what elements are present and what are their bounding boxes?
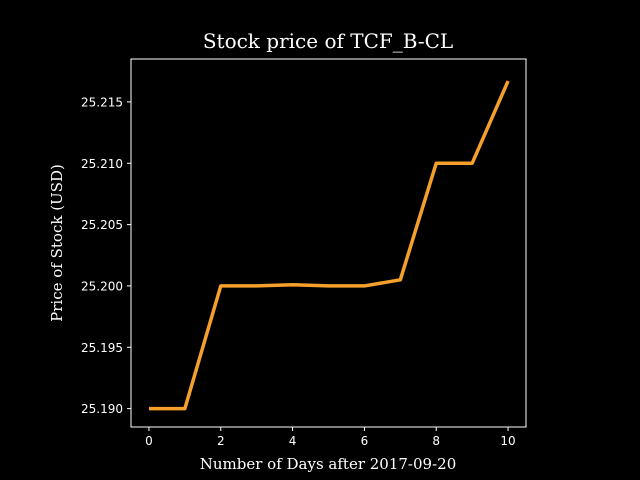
y-tick-label: 25.210 — [81, 157, 123, 171]
x-tick-label: 4 — [289, 434, 297, 448]
x-tick-label: 8 — [432, 434, 440, 448]
y-tick-label: 25.205 — [81, 218, 123, 232]
axis-ticks: 0 2 4 6 8 10 25.190 25.195 25.200 25.205 25.210 25.… — [81, 95, 516, 448]
chart-title: Stock price of TCF_B-CL — [203, 29, 453, 53]
y-tick-label: 25.190 — [81, 402, 123, 416]
x-tick-label: 6 — [361, 434, 369, 448]
x-tick-label: 2 — [217, 434, 225, 448]
axes-frame — [130, 58, 527, 428]
y-tick-label: 25.215 — [81, 95, 123, 109]
x-tick-label: 10 — [500, 434, 515, 448]
y-tick-label: 25.195 — [81, 341, 123, 355]
x-tick-label: 0 — [145, 434, 153, 448]
y-tick-label: 25.200 — [81, 279, 123, 293]
plot-area — [130, 58, 527, 428]
x-axis-label: Number of Days after 2017-09-20 — [200, 455, 457, 473]
y-axis-label: Price of Stock (USD) — [48, 164, 66, 322]
